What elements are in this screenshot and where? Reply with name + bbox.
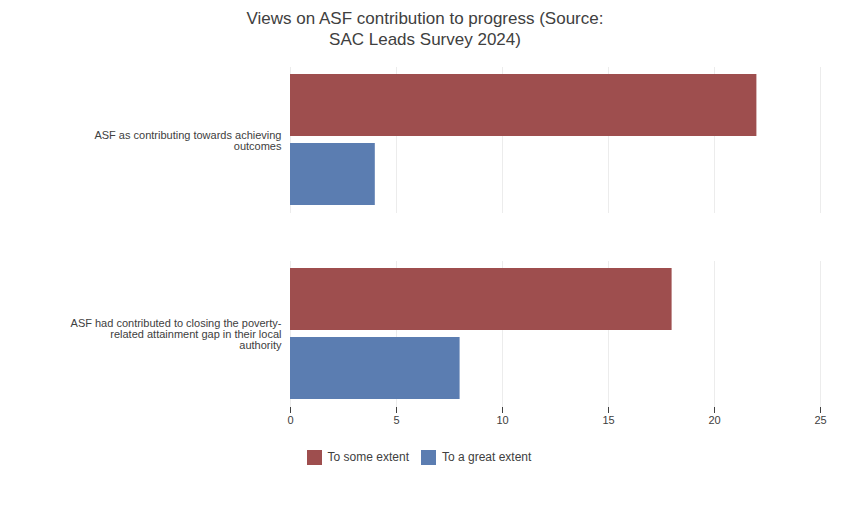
- html-text:To a great extent: To a great extent: [442, 450, 532, 464]
- svg-text:10: 10: [496, 414, 508, 426]
- svg-text:ASF had contributed to closing: ASF had contributed to closing the pover…: [71, 317, 282, 351]
- html-text:To some extent: To some extent: [327, 450, 409, 464]
- svg-text:ASF as contributing towards ac: ASF as contributing towards achievingout…: [94, 128, 282, 151]
- svg-text:5: 5: [393, 414, 399, 426]
- svg-text:20: 20: [708, 414, 720, 426]
- html-text:Views on ASF contribution to p: Views on ASF contribution to progress (S…: [246, 9, 604, 50]
- svg-text:25: 25: [814, 414, 826, 426]
- svg-text:0: 0: [287, 414, 293, 426]
- svg-text:15: 15: [602, 414, 614, 426]
